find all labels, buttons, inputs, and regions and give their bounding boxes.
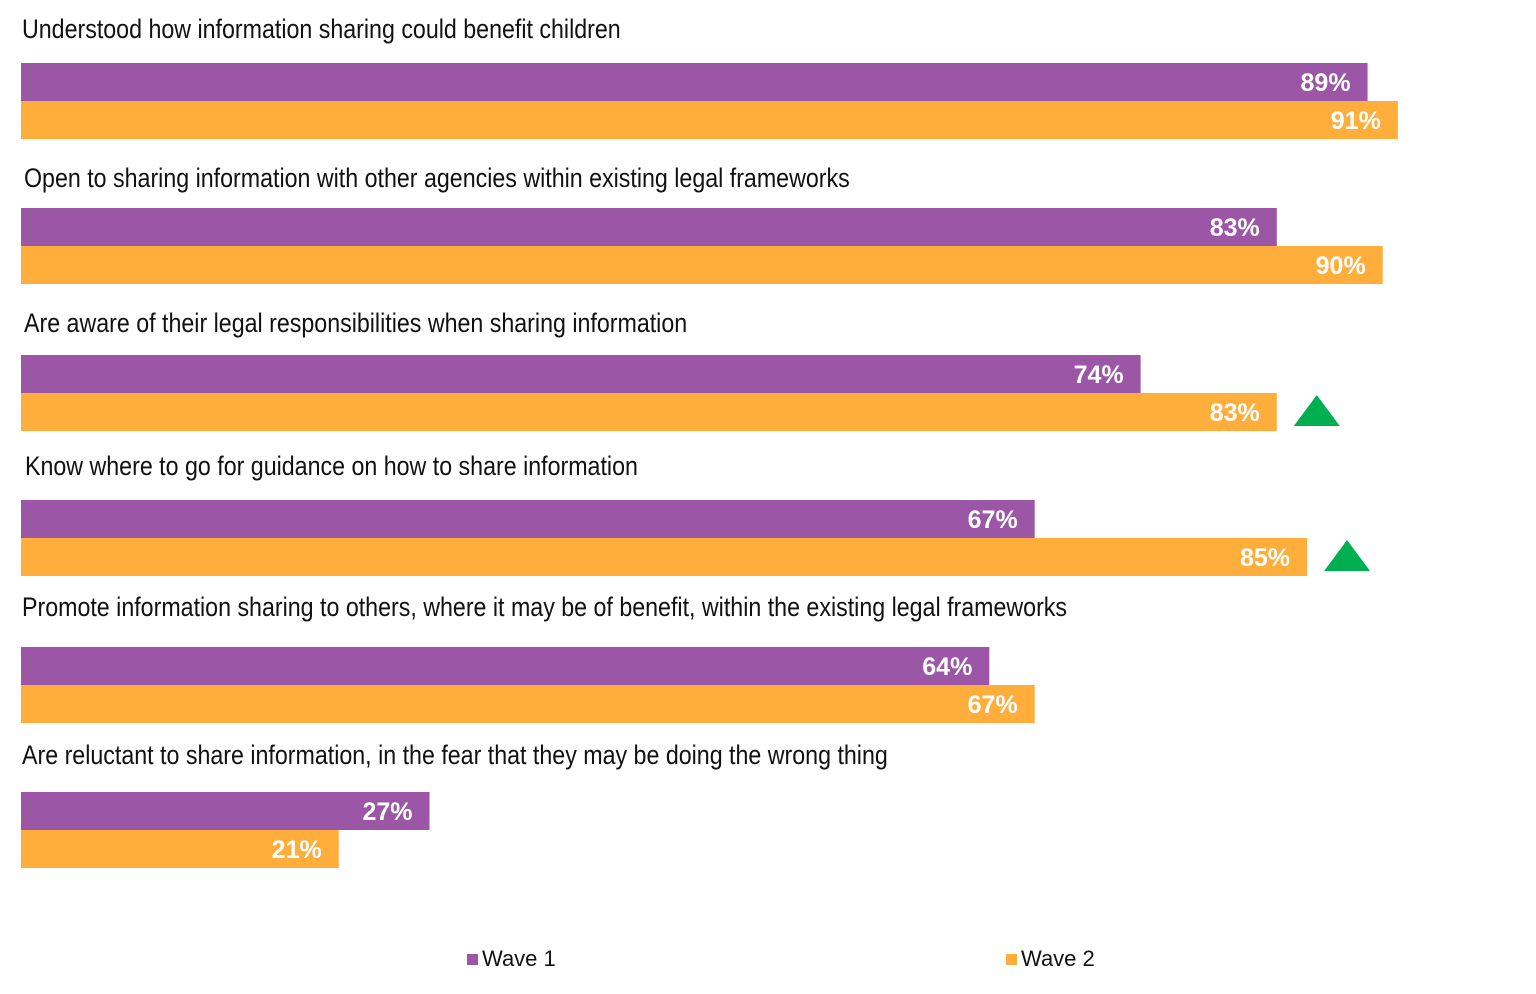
bar-wave-1 [21, 647, 990, 685]
bar-wave-1 [21, 355, 1141, 393]
category-label: Know where to go for guidance on how to … [25, 451, 638, 481]
data-label: 89% [1301, 69, 1351, 97]
category-label: Understood how information sharing could… [22, 14, 621, 44]
bar-wave-1 [21, 792, 430, 830]
legend-label: Wave 1 [482, 946, 556, 971]
data-label: 74% [1074, 361, 1124, 389]
bar-wave-1 [21, 208, 1277, 246]
data-label: 67% [968, 506, 1018, 534]
bar-wave-1 [21, 500, 1035, 538]
up-triangle-icon [1324, 540, 1371, 571]
legend-swatch [1006, 954, 1017, 965]
data-label: 67% [968, 691, 1018, 719]
data-label: 27% [362, 798, 412, 826]
legend-swatch [467, 954, 478, 965]
data-label: 21% [272, 836, 322, 864]
bar-wave-2 [21, 101, 1398, 139]
bar-wave-2 [21, 538, 1308, 576]
category-label: Are reluctant to share information, in t… [22, 740, 888, 770]
category-label: Are aware of their legal responsibilitie… [24, 308, 687, 338]
data-label: 85% [1240, 544, 1290, 572]
data-label: 91% [1331, 107, 1381, 135]
bar-wave-2 [21, 393, 1277, 431]
category-label: Open to sharing information with other a… [24, 163, 850, 193]
data-label: 83% [1210, 399, 1260, 427]
bar-wave-2 [21, 685, 1035, 723]
bar-wave-1 [21, 63, 1368, 101]
legend-label: Wave 2 [1021, 946, 1095, 971]
data-label: 90% [1316, 252, 1366, 280]
data-label: 64% [922, 653, 972, 681]
data-label: 83% [1210, 214, 1260, 242]
bar-wave-2 [21, 830, 339, 868]
bar-wave-2 [21, 246, 1383, 284]
up-triangle-icon [1293, 395, 1340, 426]
category-label: Promote information sharing to others, w… [22, 592, 1067, 622]
